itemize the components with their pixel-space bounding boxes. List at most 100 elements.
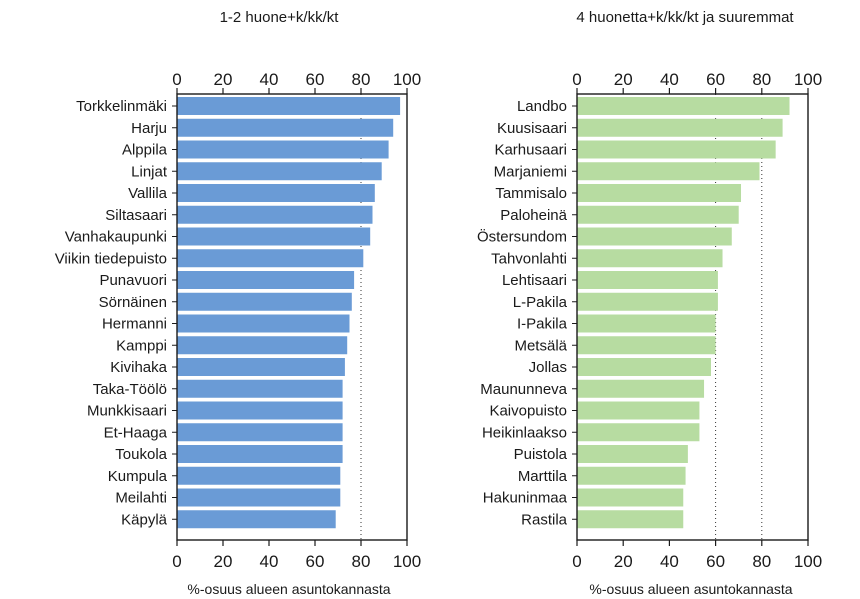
- bar-right-11: [577, 336, 716, 355]
- tick-label-left-top-0: 0: [172, 70, 181, 89]
- chart-title-right: 4 huonetta+k/kk/kt ja suuremmat: [576, 9, 794, 26]
- bar-left-10: [177, 314, 350, 333]
- bar-left-16: [177, 445, 343, 463]
- tick-label-right-top-4: 80: [752, 70, 771, 89]
- category-label-right-9: L-Pakila: [513, 294, 568, 311]
- tick-label-right-bottom-0: 0: [572, 552, 581, 571]
- bar-left-6: [177, 227, 371, 246]
- category-label-left-1: Harju: [131, 120, 167, 137]
- tick-label-right-bottom-3: 60: [706, 552, 725, 571]
- panel-right: 4 huonetta+k/kk/kt ja suuremmat %-osuus …: [477, 9, 822, 597]
- bar-left-3: [177, 162, 382, 181]
- category-label-right-17: Marttila: [518, 468, 568, 485]
- plot-frame-left: [176, 93, 408, 541]
- tick-label-left-top-4: 80: [352, 70, 371, 89]
- tick-label-left-top-2: 40: [260, 70, 279, 89]
- plot-left: Torkkelinmäki Harju Alppila Linjat Vallila Si…: [55, 70, 421, 571]
- plot-right: Landbo Kuusisaari Karhusaari Marjaniemi Tamm…: [477, 70, 822, 571]
- bar-right-9: [577, 292, 718, 311]
- category-label-right-16: Puistola: [514, 446, 568, 463]
- tick-label-left-bottom-4: 80: [352, 552, 371, 571]
- bar-right-12: [577, 358, 711, 376]
- bar-right-7: [577, 249, 723, 268]
- category-label-left-8: Punavuori: [99, 272, 167, 289]
- bar-left-8: [177, 271, 355, 289]
- tick-label-right-top-5: 100: [794, 70, 822, 89]
- tick-label-left-top-1: 20: [214, 70, 233, 89]
- bar-left-15: [177, 423, 343, 442]
- bar-right-13: [577, 379, 705, 398]
- bar-left-17: [177, 466, 341, 485]
- category-label-left-13: Taka-Töölö: [93, 381, 167, 398]
- tick-label-left-top-3: 60: [306, 70, 325, 89]
- category-label-right-14: Kaivopuisto: [489, 403, 567, 420]
- category-label-left-3: Linjat: [131, 163, 168, 180]
- tick-label-right-top-0: 0: [572, 70, 581, 89]
- chart-title-left: 1-2 huone+k/kk/kt: [220, 9, 340, 26]
- category-label-left-12: Kivihaka: [110, 359, 167, 376]
- bar-right-16: [577, 445, 688, 463]
- bar-left-0: [177, 97, 401, 115]
- bar-right-0: [577, 97, 790, 115]
- bar-left-12: [177, 358, 345, 376]
- bar-left-5: [177, 205, 373, 224]
- category-label-right-1: Kuusisaari: [497, 120, 567, 137]
- category-label-right-5: Paloheinä: [500, 207, 567, 224]
- bar-left-4: [177, 184, 375, 202]
- tick-label-left-bottom-5: 100: [393, 552, 421, 571]
- category-label-right-10: I-Pakila: [517, 316, 568, 333]
- tick-label-right-bottom-1: 20: [614, 552, 633, 571]
- bar-right-8: [577, 271, 718, 289]
- category-label-left-11: Kamppi: [116, 337, 167, 354]
- category-label-left-15: Et-Haaga: [104, 424, 168, 441]
- category-label-left-6: Vanhakaupunki: [65, 229, 167, 246]
- bar-right-3: [577, 162, 760, 181]
- category-label-right-19: Rastila: [521, 511, 568, 528]
- tick-label-left-bottom-1: 20: [214, 552, 233, 571]
- bar-left-13: [177, 379, 343, 398]
- category-label-left-14: Munkkisaari: [87, 403, 167, 420]
- tick-label-right-bottom-4: 80: [752, 552, 771, 571]
- bar-right-4: [577, 184, 742, 202]
- plot-frame-right: [576, 93, 809, 541]
- category-label-left-16: Toukola: [115, 446, 167, 463]
- category-label-right-0: Landbo: [517, 98, 567, 115]
- category-label-left-9: Sörnäinen: [99, 294, 167, 311]
- tick-label-left-bottom-3: 60: [306, 552, 325, 571]
- bar-left-2: [177, 140, 389, 159]
- bar-right-14: [577, 401, 700, 420]
- category-label-right-6: Östersundom: [477, 228, 567, 246]
- bar-left-1: [177, 118, 394, 137]
- tick-label-right-bottom-5: 100: [794, 552, 822, 571]
- tick-label-right-top-1: 20: [614, 70, 633, 89]
- bar-left-9: [177, 292, 352, 311]
- category-label-right-11: Metsälä: [514, 337, 567, 354]
- category-label-left-19: Käpylä: [121, 511, 168, 528]
- tick-label-right-bottom-2: 40: [660, 552, 679, 571]
- tick-label-right-top-2: 40: [660, 70, 679, 89]
- panel-left: 1-2 huone+k/kk/kt %-osuus alueen asuntok…: [55, 9, 421, 597]
- x-axis-label-left: %-osuus alueen asuntokannasta: [187, 581, 390, 597]
- category-label-left-18: Meilahti: [115, 490, 167, 507]
- tick-label-left-bottom-0: 0: [172, 552, 181, 571]
- bar-left-18: [177, 488, 341, 507]
- category-label-right-15: Heikinlaakso: [482, 424, 567, 441]
- tick-label-left-top-5: 100: [393, 70, 421, 89]
- x-axis-label-right: %-osuus alueen asuntokannasta: [589, 581, 792, 597]
- bar-right-2: [577, 140, 776, 159]
- category-label-left-17: Kumpula: [108, 468, 168, 485]
- category-label-left-7: Viikin tiedepuisto: [55, 250, 167, 267]
- bar-right-19: [577, 510, 684, 529]
- bar-left-14: [177, 401, 343, 420]
- bar-left-19: [177, 510, 336, 529]
- category-label-right-13: Maununneva: [480, 381, 567, 398]
- bar-right-15: [577, 423, 700, 442]
- category-label-right-3: Marjaniemi: [494, 163, 567, 180]
- category-label-right-8: Lehtisaari: [502, 272, 567, 289]
- category-label-right-4: Tammisalo: [495, 185, 567, 202]
- tick-label-right-top-3: 60: [706, 70, 725, 89]
- bar-right-1: [577, 118, 783, 137]
- tick-label-left-bottom-2: 40: [260, 552, 279, 571]
- category-label-right-2: Karhusaari: [494, 142, 567, 159]
